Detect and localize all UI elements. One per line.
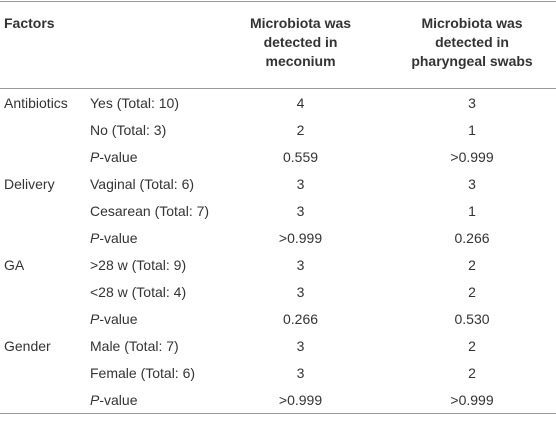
header-line: pharyngeal swabs — [411, 53, 533, 69]
empty-cell — [0, 224, 90, 251]
label-cell: >28 w (Total: 9) — [90, 256, 187, 273]
table-row: Antibiotics Yes (Total: 10) 4 3 — [0, 89, 556, 117]
header-cell: Factors — [0, 1, 214, 89]
value-cell: 3 — [468, 94, 476, 111]
value-cell: 4 — [296, 94, 305, 111]
table-row: P-value 0.559 >0.999 — [0, 143, 556, 170]
value-cell: 1 — [468, 121, 476, 138]
empty-cell — [0, 116, 90, 143]
value-cell: 2 — [468, 256, 476, 273]
empty-cell — [0, 359, 90, 386]
empty-cell — [0, 305, 90, 332]
label-cell: P-value — [90, 310, 138, 327]
value-cell: 3 — [296, 364, 305, 381]
value-cell: 2 — [468, 283, 476, 300]
factor-cell: Gender — [4, 337, 51, 354]
header-line: meconium — [265, 53, 336, 69]
table-row: GA >28 w (Total: 9) 3 2 — [0, 251, 556, 278]
value-cell: 0.559 — [282, 148, 319, 165]
table-row: No (Total: 3) 2 1 — [0, 116, 556, 143]
table-row: P-value 0.266 0.530 — [0, 305, 556, 332]
label-cell: No (Total: 3) — [90, 121, 167, 138]
table-row: Gender Male (Total: 7) 3 2 — [0, 332, 556, 359]
value-cell: 3 — [296, 283, 305, 300]
empty-cell — [0, 278, 90, 305]
value-cell: 2 — [468, 337, 476, 354]
results-table: Factors Microbiota was detected in meconiu… — [0, 1, 556, 414]
label-cell: Male (Total: 7) — [90, 337, 179, 354]
empty-cell — [0, 197, 90, 224]
label-cell: Female (Total: 6) — [90, 364, 196, 381]
factor-cell: Antibiotics — [4, 94, 68, 111]
value-cell: >0.999 — [278, 229, 323, 246]
label-cell: Yes (Total: 10) — [90, 94, 179, 111]
value-cell: >0.999 — [450, 391, 494, 408]
header-cell: Microbiota was detected in meconium — [213, 1, 389, 89]
table-row: Delivery Vaginal (Total: 6) 3 3 — [0, 170, 556, 197]
value-cell: 0.266 — [454, 229, 490, 246]
table-row: Cesarean (Total: 7) 3 1 — [0, 197, 556, 224]
table-row: P-value >0.999 >0.999 — [0, 386, 556, 414]
value-cell: 3 — [296, 337, 305, 354]
table-row: Female (Total: 6) 3 2 — [0, 359, 556, 386]
label-cell: P-value — [90, 229, 138, 246]
header-line: Microbiota was — [421, 15, 523, 31]
label-cell: Vaginal (Total: 6) — [90, 175, 195, 192]
value-cell: 2 — [468, 364, 476, 381]
header-line: detected in — [435, 34, 509, 50]
factor-cell: Delivery — [4, 175, 55, 192]
value-cell: 3 — [296, 175, 305, 192]
label-cell: Cesarean (Total: 7) — [90, 202, 210, 219]
header-line: Microbiota was — [249, 15, 352, 31]
value-cell: 1 — [468, 202, 476, 219]
value-cell: 0.266 — [282, 310, 319, 327]
value-cell: >0.999 — [278, 391, 323, 408]
label-cell: <28 w (Total: 4) — [90, 283, 187, 300]
header-line: detected in — [263, 34, 338, 50]
header-cell: Microbiota was detected in pharyngeal swab… — [388, 1, 556, 89]
label-cell: P-value — [90, 391, 138, 408]
empty-cell — [0, 143, 90, 170]
table-body: Antibiotics Yes (Total: 10) 4 3 No (Total: 3… — [0, 89, 556, 414]
value-cell: 3 — [296, 202, 305, 219]
table-row: <28 w (Total: 4) 3 2 — [0, 278, 556, 305]
header-row: Factors Microbiota was detected in meconiu… — [0, 1, 556, 89]
label-cell: P-value — [90, 148, 138, 165]
value-cell: >0.999 — [450, 148, 494, 165]
empty-cell — [0, 386, 90, 414]
value-cell: 0.530 — [454, 310, 490, 327]
value-cell: 3 — [296, 256, 305, 273]
value-cell: 3 — [468, 175, 476, 192]
table-row: P-value >0.999 0.266 — [0, 224, 556, 251]
value-cell: 2 — [296, 121, 305, 138]
factor-cell: GA — [4, 256, 25, 273]
